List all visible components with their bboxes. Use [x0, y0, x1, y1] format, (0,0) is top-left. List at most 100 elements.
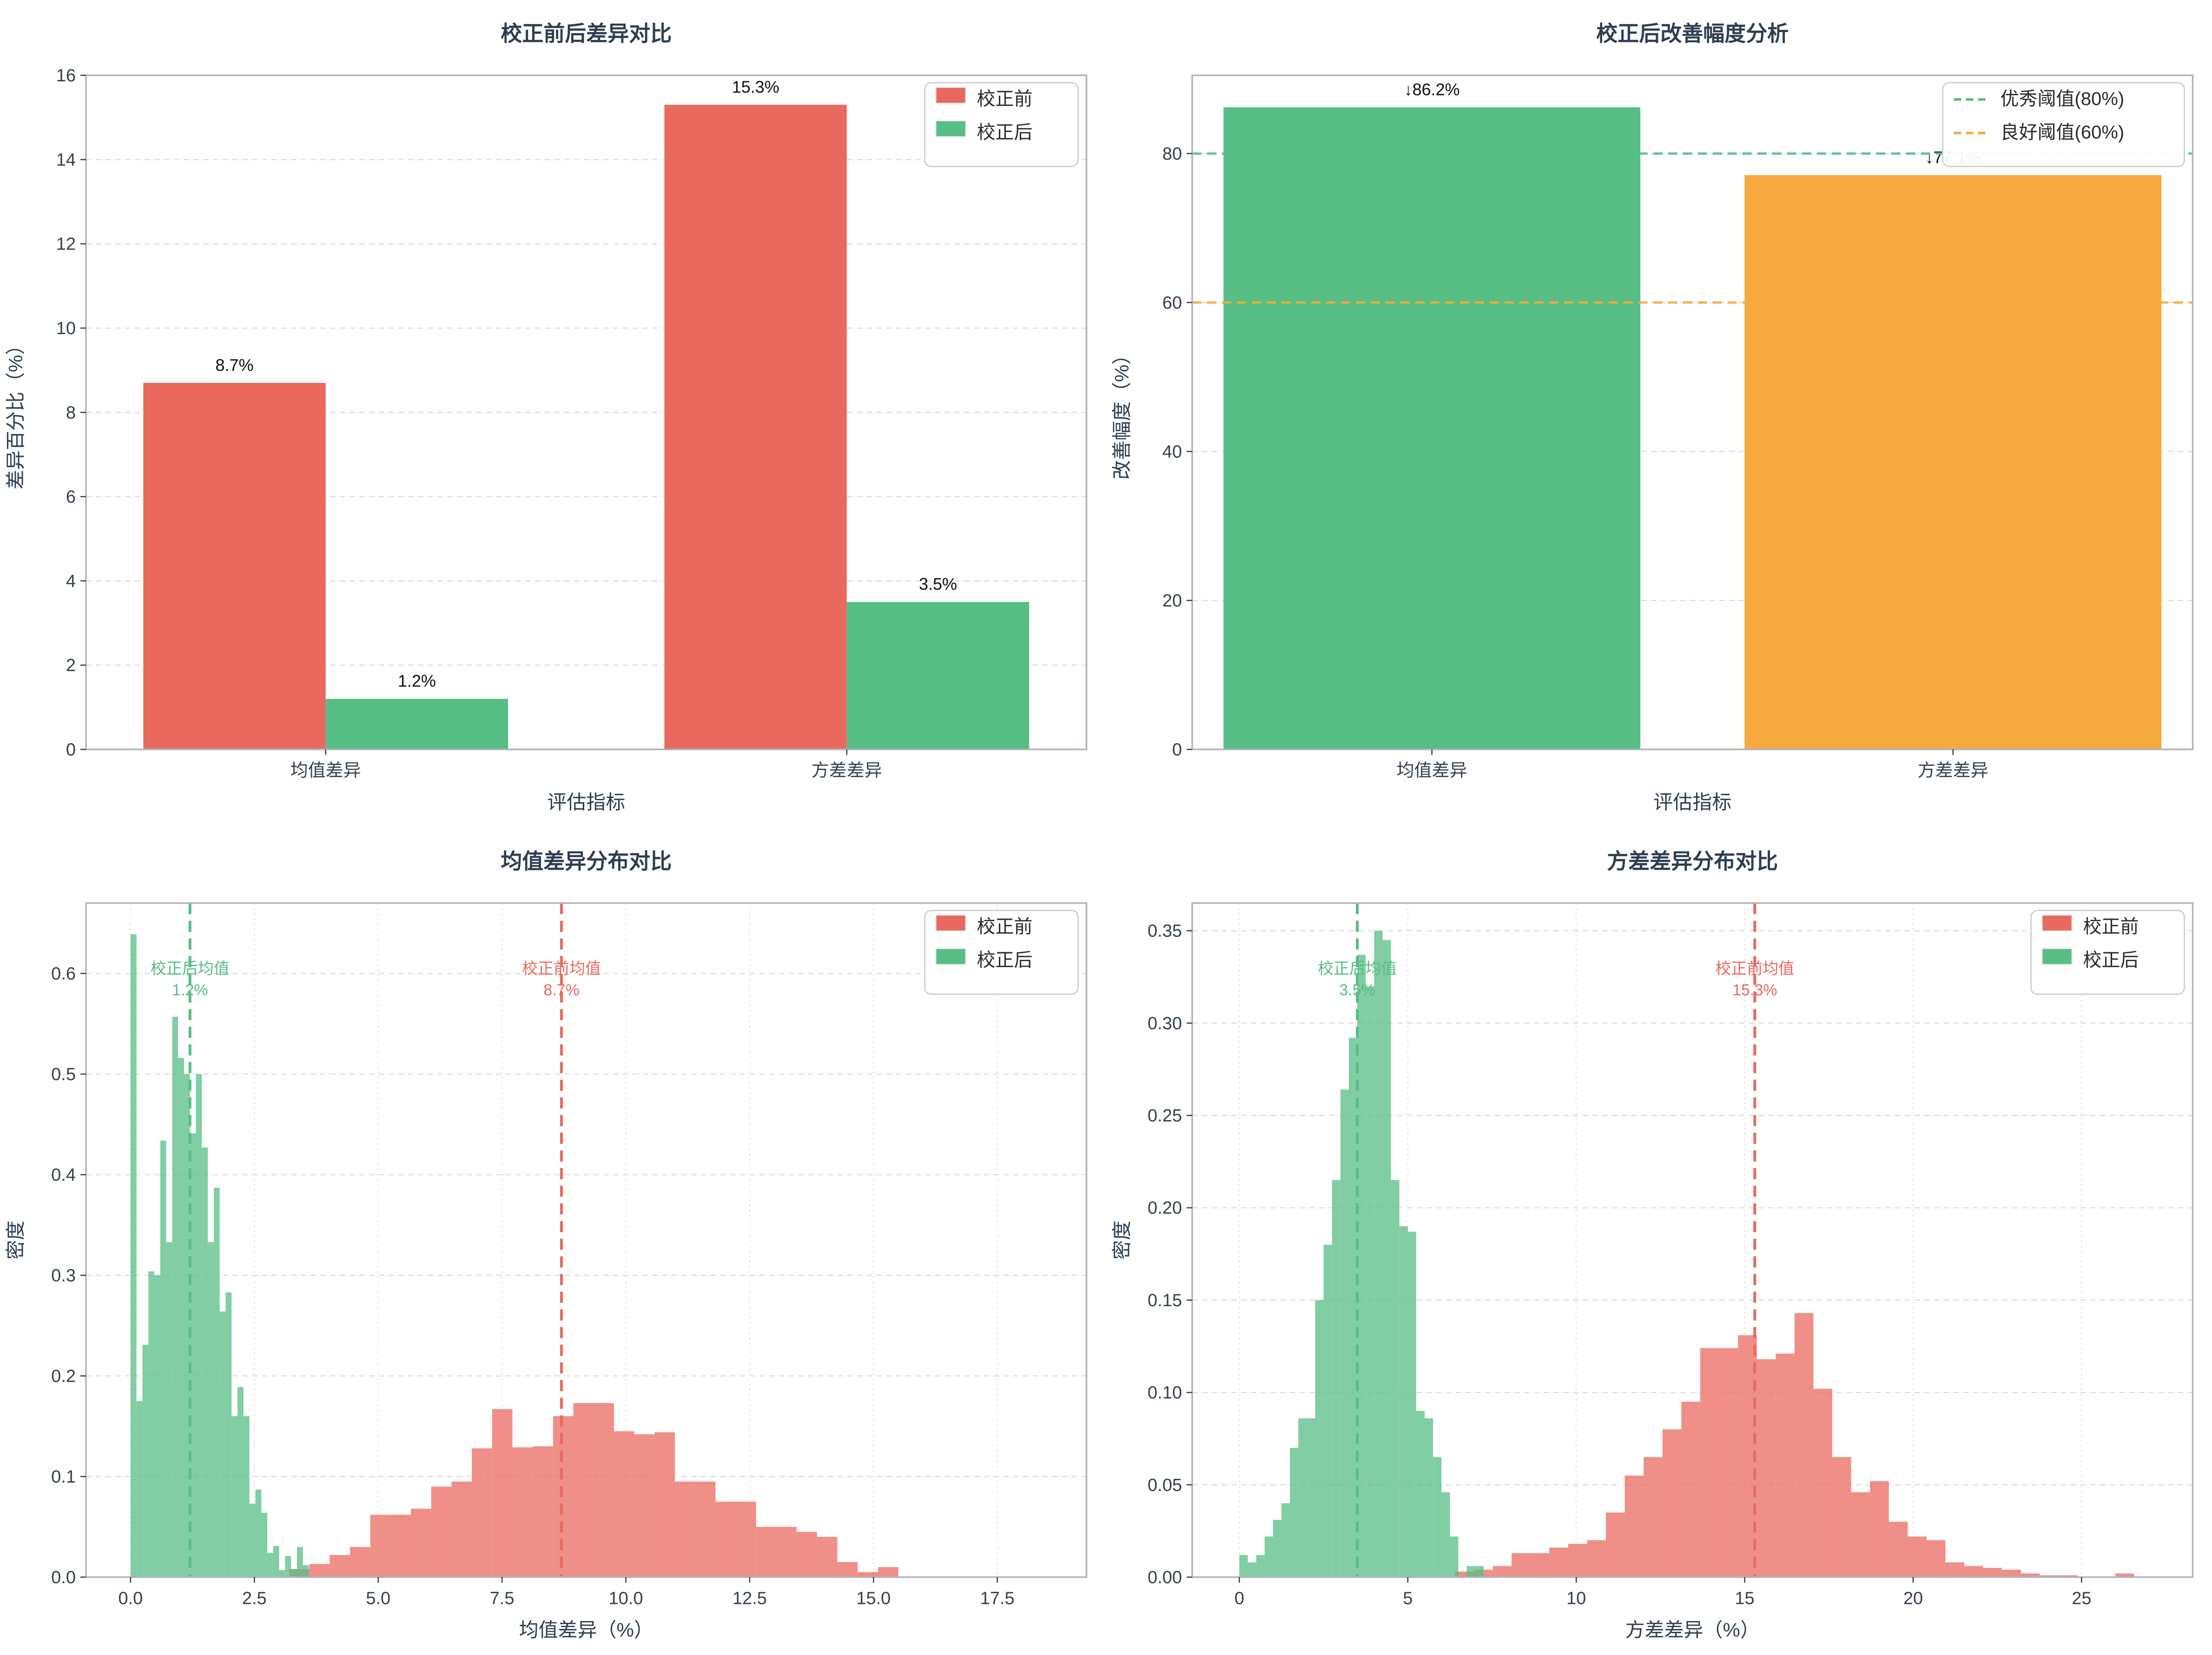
- hist-bar: [431, 1486, 452, 1577]
- hist-bar: [208, 1242, 214, 1577]
- x-axis-label: 方差差异（%）: [1625, 1619, 1759, 1641]
- hist-bar: [255, 1489, 262, 1577]
- hist-bar: [634, 1434, 655, 1577]
- hist-bar: [1391, 1180, 1400, 1577]
- hist-bar: [837, 1562, 858, 1577]
- hist-bar: [1851, 1492, 1870, 1577]
- hist-bar: [1298, 1418, 1307, 1577]
- hist-bar: [1888, 1521, 1908, 1577]
- hist-bar: [1281, 1503, 1290, 1577]
- x-tick-label: 均值差异: [291, 761, 361, 780]
- legend-box: [1941, 82, 2185, 167]
- bar-value-label: ↓86.2%: [1404, 80, 1459, 99]
- y-tick-label: 0: [1172, 740, 1182, 759]
- mean-line-label: 15.3%: [1732, 981, 1777, 999]
- x-tick-label: 20: [1903, 1589, 1922, 1608]
- hist-bar: [1466, 1566, 1475, 1577]
- hist-bar: [1832, 1457, 1851, 1577]
- x-tick-label: 均值差异: [1396, 761, 1467, 780]
- hist-bar: [160, 1140, 166, 1577]
- plot-border: [1191, 74, 2193, 751]
- hist-bar: [1454, 1571, 1474, 1577]
- hist-bar: [715, 1501, 736, 1577]
- y-tick-label: 80: [1162, 144, 1182, 164]
- x-axis-label: 均值差异（%）: [519, 1619, 654, 1641]
- hist-bar: [1983, 1568, 2002, 1577]
- y-tick-label: 2: [66, 656, 76, 675]
- x-tick-label: 12.5: [733, 1589, 767, 1608]
- bar-value-label: 15.3%: [732, 77, 779, 96]
- hist-bar: [492, 1409, 513, 1577]
- y-tick-label: 0.3: [51, 1266, 76, 1286]
- hist-bar: [249, 1503, 256, 1577]
- hist-bar: [614, 1431, 634, 1577]
- hist-bar: [1756, 1359, 1776, 1577]
- axis-ticks: 0 5 10 15 20 25 0.00 0.05 0.10 0.15 0.20 0.25 0.30 0.…: [1148, 921, 2091, 1608]
- legend-color-patch: [935, 120, 966, 138]
- y-tick-label: 0.05: [1148, 1475, 1182, 1495]
- hist-bar: [1382, 940, 1391, 1577]
- x-tick-label: 0.0: [118, 1589, 143, 1608]
- hist-bar: [291, 1569, 297, 1577]
- hist-bar: [1373, 930, 1382, 1577]
- histogram-校正后: [130, 934, 309, 1577]
- hist-bar: [1433, 1457, 1441, 1577]
- legend-color-patch: [2041, 914, 2073, 931]
- hist-bar: [390, 1514, 411, 1577]
- legend-item-label: 校正前: [977, 89, 1033, 109]
- hist-bar: [2115, 1573, 2134, 1577]
- hist-bar: [2058, 1575, 2078, 1577]
- hist-bar: [736, 1501, 756, 1577]
- hist-bar: [1775, 1353, 1795, 1577]
- chart-title: 校正后改善幅度分析: [1596, 21, 1789, 46]
- histogram-校正后: [1239, 930, 1484, 1577]
- hist-bar: [1718, 1348, 1738, 1577]
- hist-bar: [1357, 954, 1366, 1577]
- hist-bar: [219, 1311, 226, 1577]
- hist-bar: [1643, 1457, 1663, 1577]
- hist-bar: [136, 1401, 143, 1577]
- mean-line-label: 校正后均值: [1318, 960, 1397, 977]
- hist-bar: [472, 1448, 492, 1577]
- hist-bar: [231, 1416, 238, 1577]
- y-tick-label: 0.4: [51, 1165, 76, 1185]
- panel-diff-before-after: 8.7% 15.3% 1.2% 3.5% 均值差异 方差差异 0 2 4 6 8 10 12 14 16 评估…: [0, 0, 1106, 828]
- bars: [1223, 107, 2161, 750]
- hist-bar: [273, 1545, 279, 1577]
- hist-bar: [178, 1057, 184, 1577]
- x-tick-label: 方差差异: [812, 761, 882, 780]
- mean-line-label: 1.2%: [172, 981, 208, 999]
- hist-bar: [148, 1271, 155, 1577]
- hist-bar: [674, 1481, 695, 1577]
- hist-bar: [303, 1564, 309, 1577]
- y-tick-label: 0.00: [1148, 1568, 1182, 1587]
- hist-bar: [1568, 1543, 1587, 1577]
- mean-line-label: 校正前均值: [522, 960, 601, 977]
- hist-bar: [1964, 1566, 1983, 1577]
- y-axis-label: 密度: [5, 1220, 26, 1259]
- x-tick-label: 方差差异: [1917, 761, 1988, 780]
- x-tick-label: 7.5: [490, 1589, 515, 1608]
- hist-bar: [1549, 1547, 1568, 1577]
- x-axis-label: 评估指标: [1653, 791, 1731, 813]
- hist-bar: [1662, 1429, 1681, 1577]
- chart-title: 校正前后差异对比: [501, 21, 672, 46]
- hist-bar: [1289, 1447, 1298, 1577]
- axis-ticks: 均值差异 方差差异 0 20 40 60 80: [1162, 144, 1988, 780]
- hist-bar: [1475, 1566, 1484, 1577]
- hist-bar: [130, 934, 137, 1577]
- hist-bar: [1794, 1312, 1813, 1577]
- hist-bar: [1449, 1536, 1459, 1577]
- hist-bar: [2021, 1573, 2040, 1577]
- hist-bar: [225, 1292, 232, 1577]
- legend-color-patch: [935, 914, 966, 931]
- legend-item-label: 校正后: [977, 122, 1033, 143]
- hist-bar: [1907, 1536, 1927, 1577]
- x-tick-label: 10.0: [609, 1589, 643, 1608]
- x-tick-label: 25: [2072, 1589, 2091, 1608]
- chart-improvement: ↓86.2%↓77.1%均值差异方差差异020406080评估指标改善幅度（%）…: [1110, 21, 2193, 813]
- legend-item-label: 良好阈值(60%): [2000, 122, 2124, 143]
- y-tick-label: 8: [66, 403, 76, 422]
